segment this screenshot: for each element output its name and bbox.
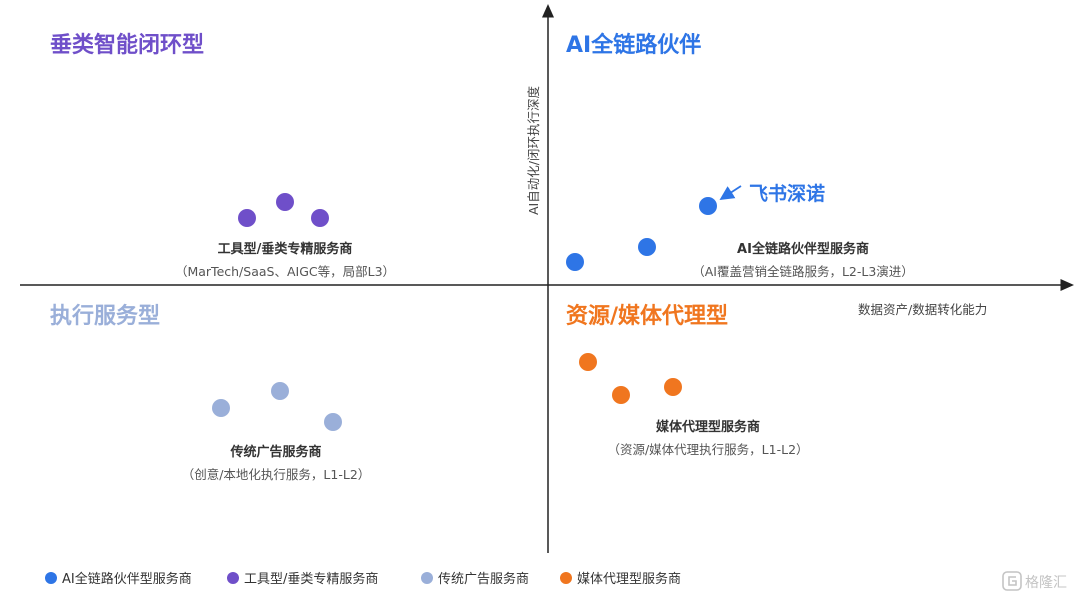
dot-media-3	[664, 378, 682, 396]
dot-ai-chain-3	[699, 197, 717, 215]
quadrant-title-bottom-right: 资源/媒体代理型	[566, 303, 728, 329]
watermark: 格隆汇	[1002, 571, 1067, 591]
dot-traditional-1	[212, 399, 230, 417]
legend-label-media: 媒体代理型服务商	[577, 571, 681, 587]
dot-media-1	[579, 353, 597, 371]
legend-label-traditional: 传统广告服务商	[438, 571, 529, 587]
callout-arrow	[719, 185, 742, 200]
dot-ai-chain-1	[566, 253, 584, 271]
x-axis-label: 数据资产/数据转化能力	[858, 302, 987, 317]
group-desc-media: （资源/媒体代理执行服务，L1-L2）	[607, 442, 808, 457]
dot-tool-3	[311, 209, 329, 227]
dot-traditional-2	[271, 382, 289, 400]
watermark-logo-icon	[1002, 571, 1022, 591]
group-desc-ai-chain: （AI覆盖营销全链路服务，L2-L3演进）	[692, 264, 914, 279]
group-desc-traditional: （创意/本地化执行服务，L1-L2）	[182, 467, 371, 482]
quadrant-title-top-left: 垂类智能闭环型	[50, 32, 204, 58]
legend-label-tool: 工具型/垂类专精服务商	[244, 571, 378, 587]
group-desc-tool: （MarTech/SaaS、AIGC等，局部L3）	[175, 264, 395, 279]
legend-marker-traditional	[421, 572, 433, 584]
quadrant-title-bottom-left: 执行服务型	[50, 303, 160, 329]
dot-media-2	[612, 386, 630, 404]
group-name-ai-chain: AI全链路伙伴型服务商	[737, 241, 869, 257]
legend-marker-media	[560, 572, 572, 584]
quadrant-title-top-right: AI全链路伙伴	[566, 32, 701, 58]
legend-label-ai-chain: AI全链路伙伴型服务商	[62, 571, 192, 587]
callout-label: 飞书深诺	[749, 182, 825, 205]
group-name-media: 媒体代理型服务商	[656, 419, 760, 435]
dot-tool-1	[238, 209, 256, 227]
legend-marker-ai-chain	[45, 572, 57, 584]
legend: AI全链路伙伴型服务商 工具型/垂类专精服务商 传统广告服务商 媒体代理型服务商	[45, 571, 681, 587]
dot-ai-chain-2	[638, 238, 656, 256]
group-name-traditional: 传统广告服务商	[229, 444, 321, 460]
group-name-tool: 工具型/垂类专精服务商	[218, 241, 353, 257]
dot-traditional-3	[324, 413, 342, 431]
y-axis-label: AI自动化/闭环执行深度	[526, 86, 541, 215]
watermark-text: 格隆汇	[1025, 575, 1067, 591]
legend-marker-tool	[227, 572, 239, 584]
dot-tool-2	[276, 193, 294, 211]
